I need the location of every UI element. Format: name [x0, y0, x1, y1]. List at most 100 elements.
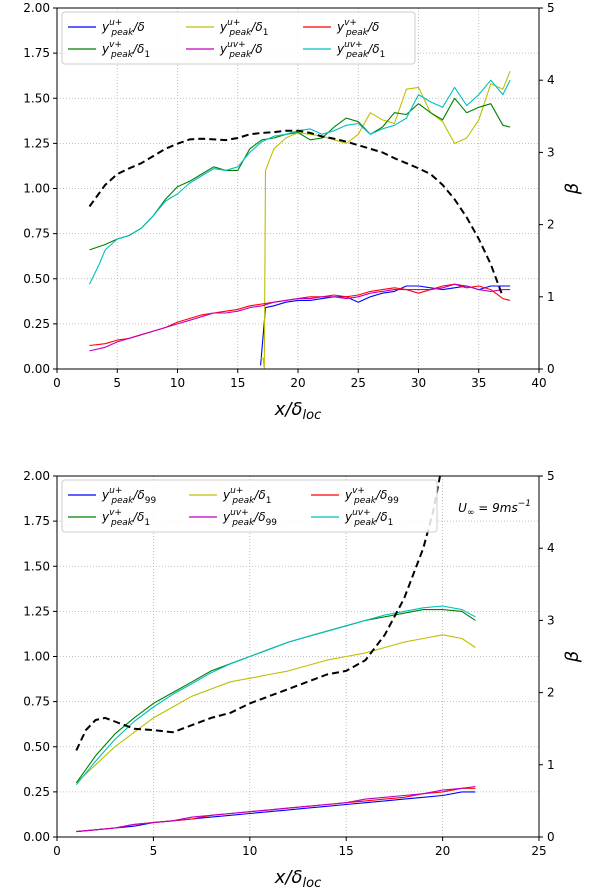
y-tick-label: 1.50 — [23, 91, 50, 105]
y2-tick-label: 3 — [547, 613, 555, 627]
legend-y: y — [336, 42, 345, 56]
x-tick-label: 5 — [113, 376, 121, 390]
y2-tick-label: 4 — [547, 541, 555, 555]
legend-sub: peak — [228, 50, 252, 60]
y2-tick-label: 2 — [547, 218, 555, 232]
y2-tick-label: 5 — [547, 469, 555, 483]
x-axis-label: x/δloc — [274, 399, 321, 423]
legend-entry: yu+ peak/δ1 — [222, 486, 271, 506]
legend: yu+ peak/δ yu+ peak/δ1 yv+ peak/δyv+ peak/δ1 yu… — [61, 11, 416, 65]
legend-box — [61, 479, 438, 533]
x-tick-label: 15 — [230, 376, 245, 390]
series-line-7 — [88, 129, 504, 298]
series-line-6 — [89, 79, 511, 285]
y-tick-label: 0.25 — [23, 785, 50, 799]
legend-denom-sub: 1 — [144, 518, 150, 528]
legend-sub: peak — [353, 518, 377, 528]
legend-sub: peak — [110, 518, 134, 528]
legend-sup: u+ — [109, 18, 122, 28]
legend-entry: yv+ peak/δ1 — [101, 508, 150, 528]
series-line-5 — [89, 283, 511, 352]
legend-denom-sub: 99 — [266, 518, 278, 528]
series-group — [75, 476, 476, 833]
legend-entry: yv+ peak/δ1 — [101, 40, 150, 60]
legend-y: y — [344, 510, 353, 524]
legend-sub: peak — [231, 518, 255, 528]
y2-tick-label: 0 — [547, 362, 555, 376]
legend-denom: /δ — [132, 20, 144, 34]
legend-y: y — [101, 42, 110, 56]
series-line-6 — [75, 605, 476, 786]
legend-sub: peak — [345, 28, 369, 38]
legend-denom: /δ — [253, 488, 265, 502]
legend-entry: yu+ peak/δ — [101, 18, 145, 38]
legend-y: y — [219, 20, 228, 34]
x-tick-label: 0 — [53, 844, 61, 858]
x-axis-label-sub: loc — [303, 408, 322, 423]
series-line-1 — [76, 791, 476, 833]
legend-sup: uv+ — [344, 40, 363, 50]
series-line-3 — [89, 283, 511, 347]
legend-denom: /δ — [375, 488, 387, 502]
x-tick-label: 25 — [351, 376, 366, 390]
series-line-2 — [260, 70, 511, 369]
legend-sup: v+ — [109, 40, 122, 50]
legend-y: y — [222, 488, 231, 502]
y2-tick-label: 1 — [547, 758, 555, 772]
series-group — [88, 70, 511, 369]
y2-axis-label: β — [562, 651, 583, 664]
y-tick-label: 0.00 — [23, 830, 50, 844]
y-tick-label: 0.50 — [23, 272, 50, 286]
x-tick-label: 35 — [471, 376, 486, 390]
x-tick-label: 5 — [150, 844, 158, 858]
legend-denom: /δ — [250, 20, 262, 34]
legend-sub: peak — [110, 28, 134, 38]
legend-sub: peak — [110, 496, 134, 506]
y-tick-label: 1.25 — [23, 604, 50, 618]
legend-sup: uv+ — [230, 508, 249, 518]
y-tick-label: 1.75 — [23, 514, 50, 528]
x-axis-label: x/δloc — [274, 867, 321, 890]
y-tick-label: 1.00 — [23, 650, 50, 664]
legend-entry: yuv+ peak/δ1 — [344, 508, 393, 528]
legend-entry: yu+ peak/δ99 — [101, 486, 156, 506]
legend-sup: uv+ — [227, 40, 246, 50]
legend-box — [61, 11, 416, 65]
y2-tick-label: 0 — [547, 830, 555, 844]
series-line-4 — [75, 609, 476, 784]
x-axis-label-sub: loc — [303, 876, 322, 890]
x-tick-label: 15 — [339, 844, 354, 858]
legend-denom-sub: 1 — [380, 50, 386, 60]
y-tick-label: 1.75 — [23, 46, 50, 60]
x-tick-label: 40 — [531, 376, 546, 390]
annotation-sub: ∞ — [467, 508, 475, 518]
x-tick-label: 20 — [435, 844, 450, 858]
legend-denom: /δ — [132, 42, 144, 56]
annotation-main: U — [458, 501, 467, 515]
y-tick-label: 0.75 — [23, 227, 50, 241]
y2-tick-label: 3 — [547, 145, 555, 159]
legend-denom-sub: 1 — [388, 518, 394, 528]
legend-entry: yuv+ peak/δ — [219, 40, 263, 60]
series-line-5 — [76, 785, 476, 833]
legend-y: y — [101, 488, 110, 502]
legend-sub: peak — [110, 50, 134, 60]
legend-denom-sub: 99 — [387, 496, 399, 506]
legend-denom: /δ — [367, 42, 379, 56]
legend-entry: yu+ peak/δ1 — [219, 18, 268, 38]
annotation: U∞ = 9ms−1 — [458, 499, 531, 518]
legend-denom: /δ — [367, 20, 379, 34]
y2-tick-label: 5 — [547, 1, 555, 15]
legend-denom: /δ — [132, 488, 144, 502]
y2-tick-label: 1 — [547, 290, 555, 304]
x-axis-label-main: x/δ — [274, 867, 303, 888]
legend-y: y — [336, 20, 345, 34]
legend-sub: peak — [353, 496, 377, 506]
y2-tick-label: 2 — [547, 686, 555, 700]
series-line-4 — [89, 97, 511, 251]
x-tick-label: 30 — [411, 376, 426, 390]
legend-sup: u+ — [230, 486, 243, 496]
legend-entry: yuv+ peak/δ99 — [222, 508, 277, 528]
